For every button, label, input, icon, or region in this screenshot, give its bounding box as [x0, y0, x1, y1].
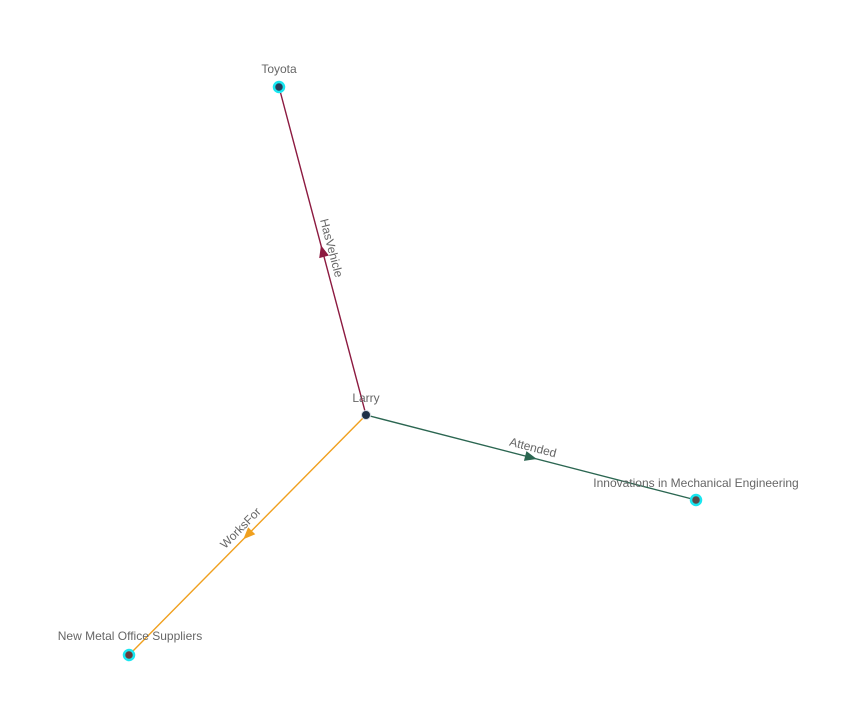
node-circle[interactable] [272, 80, 286, 94]
node-toyota[interactable]: Toyota [261, 62, 297, 94]
node-newmetal[interactable]: New Metal Office Suppliers [58, 629, 203, 662]
edge-hasvehicle[interactable]: HasVehicle [278, 86, 367, 416]
node-label: Toyota [261, 62, 297, 76]
edge-label: WorksFor [217, 505, 263, 552]
arrow-icon [319, 245, 329, 259]
node-larry[interactable]: Larry [352, 391, 380, 420]
arrow-icon [523, 451, 537, 461]
node-label: Innovations in Mechanical Engineering [593, 476, 798, 490]
node-label: New Metal Office Suppliers [58, 629, 203, 643]
edge-worksfor[interactable]: WorksFor [128, 414, 367, 656]
node-circle[interactable] [689, 493, 703, 507]
arrow-icon [243, 527, 256, 540]
node-innov[interactable]: Innovations in Mechanical Engineering [593, 476, 799, 507]
node-circle[interactable] [361, 410, 371, 420]
node-circle[interactable] [122, 648, 136, 662]
node-label: Larry [352, 391, 379, 405]
